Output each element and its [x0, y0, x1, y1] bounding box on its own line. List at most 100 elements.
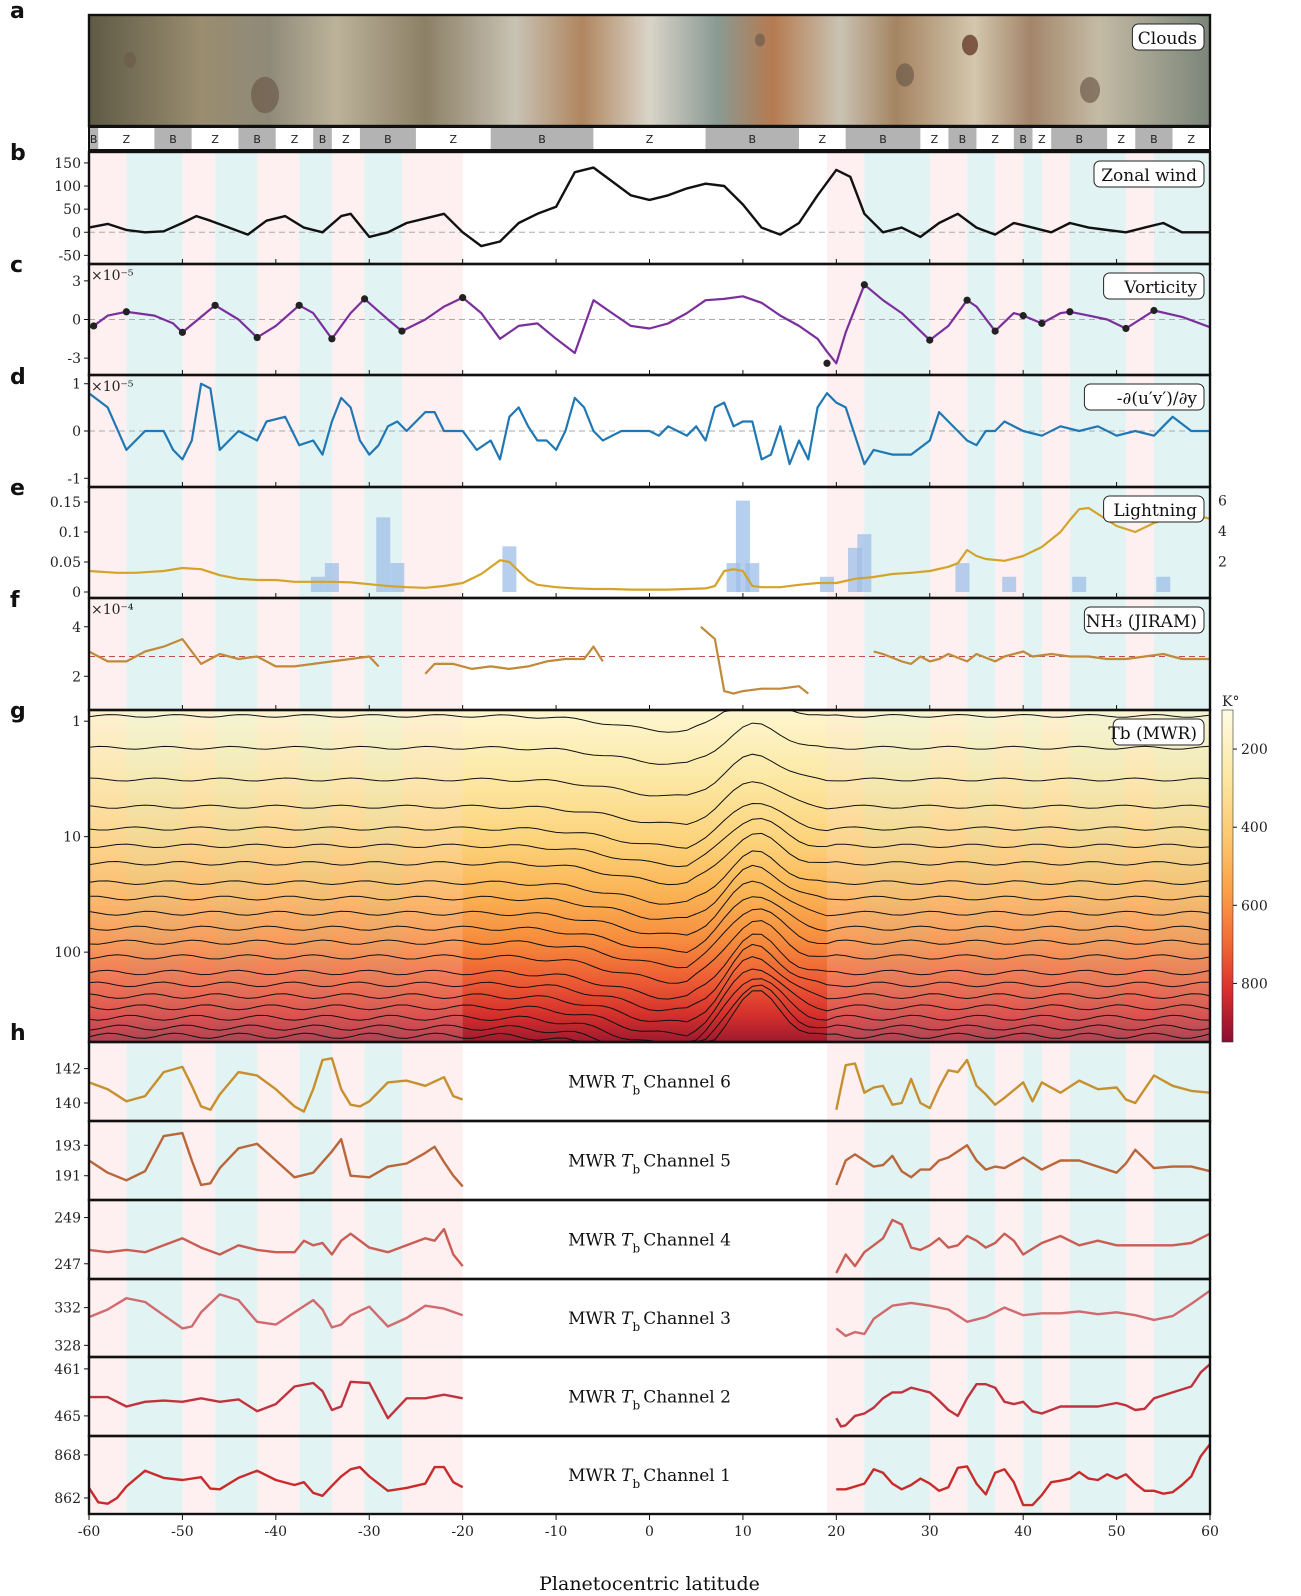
x-tick-label: 40 [1014, 1524, 1032, 1540]
vorticity-y-tick: -3 [67, 351, 81, 367]
panel-tag: Clouds [1138, 29, 1197, 49]
belt-zone-label: Z [1038, 133, 1046, 146]
band-pink [1125, 710, 1154, 1042]
x-tick-label: -30 [358, 1524, 381, 1540]
ch6-line-segment [88, 1057, 464, 1113]
lightning-y-tick: 0.15 [50, 495, 81, 511]
band-cyan [1069, 710, 1126, 1042]
lightning-bar [955, 563, 970, 592]
belt-zone-cell [154, 127, 192, 150]
tb-contour [88, 880, 1211, 936]
ch2-line-segment [835, 1363, 1211, 1428]
lightning-bar [502, 546, 517, 592]
belt-zone-cell [1013, 127, 1033, 150]
vorticity-extremum-dot [1122, 324, 1130, 333]
belt-zone-label: Z [931, 133, 939, 146]
x-tick-label: -60 [78, 1524, 101, 1540]
belt-zone-cell [89, 127, 99, 150]
ch1-line-segment [836, 1443, 1211, 1507]
vorticity-extremum-dot [360, 295, 369, 303]
colorbar-tick: 200 [1241, 742, 1268, 758]
ch3-y-tick: 328 [54, 1338, 81, 1354]
x-tick-label: 20 [827, 1524, 845, 1540]
tb-contour [88, 781, 1211, 826]
belt-zone-label: Z [211, 133, 219, 146]
ch2-y-tick: 465 [54, 1409, 81, 1425]
belt-zone-label: Z [1188, 133, 1196, 146]
tb-contour [88, 943, 1210, 1012]
panel-frame-clouds [87, 13, 1212, 128]
panel-label-g: g [10, 699, 26, 724]
band-pink [826, 710, 865, 1042]
belt-zone-cell [331, 127, 360, 150]
vorticity-extremum-dot [253, 333, 261, 342]
lightning-bar [819, 576, 834, 592]
lightning-bar [1072, 576, 1087, 592]
ch1-y-tick: 868 [54, 1448, 81, 1464]
panel-label-e: e [10, 476, 25, 501]
belt-zone-label: B [90, 133, 98, 146]
cloud-vortex [755, 33, 765, 47]
channel-center-blank [462, 1121, 827, 1200]
panel-label-d: d [10, 365, 26, 390]
belt-zone-cell [275, 127, 314, 150]
lightning-y2-tick: 2 [1218, 555, 1227, 571]
ch3-line-segment [835, 1289, 1211, 1338]
belt-zone-cell [238, 127, 276, 150]
band-cyan [364, 710, 402, 1042]
tb-y-tick: 10 [63, 830, 81, 846]
belt-zone-label: Z [342, 133, 350, 146]
tb-contour [88, 896, 1211, 954]
belt-zone-cell [845, 127, 921, 150]
x-tick-label: -40 [265, 1524, 288, 1540]
panel-tag: Lightning [1113, 501, 1197, 521]
tb-y-tick: 100 [54, 945, 81, 961]
wind-y-tick: 50 [63, 202, 81, 218]
nh3-line-segment [873, 650, 1210, 665]
belt-zone-label: Z [991, 133, 999, 146]
tb-contour [88, 968, 1211, 1037]
zonal-wind-line [88, 166, 1210, 248]
lightning-tag: Lightning [1103, 495, 1205, 523]
vorticity-extremum-dot [90, 322, 98, 330]
vorticity-extremum-dot [1019, 312, 1027, 320]
legend-box [1103, 495, 1205, 523]
band-pink [331, 710, 365, 1042]
band-pink [257, 710, 300, 1042]
ch6-y-tick: 142 [54, 1062, 81, 1078]
band-pink [929, 710, 968, 1042]
band-cyan [299, 710, 332, 1042]
panel-label-f: f [10, 588, 20, 613]
eddy-y-tick: 1 [72, 377, 81, 393]
band-cyan [1023, 710, 1042, 1042]
lightning-y-tick: 0 [72, 585, 81, 601]
x-tick-label: -50 [171, 1524, 194, 1540]
lightning-y2-tick: 6 [1218, 494, 1227, 510]
band-pink [89, 710, 127, 1042]
panel-label-c: c [10, 253, 23, 278]
x-tick-label: 10 [734, 1524, 752, 1540]
clouds-tag: Clouds [1131, 23, 1205, 51]
band-cyan [967, 710, 996, 1042]
belt-zone-cell [1051, 127, 1108, 150]
channel-center-blank [462, 1279, 827, 1357]
channel-center-blank [462, 1436, 827, 1514]
belt-zone-cell [593, 127, 706, 150]
eddy-multiplier: ×10⁻⁵ [91, 379, 134, 395]
vorticity-extremum-dot [211, 301, 219, 309]
lightning-bar [324, 563, 339, 592]
vorticity-tag: Vorticity [1103, 272, 1205, 300]
vorticity-extremum-dot [398, 327, 406, 335]
belt-zone-label: Z [450, 133, 458, 146]
tb-contour [88, 978, 1211, 1043]
vorticity-extremum-dot [823, 359, 831, 367]
ch5-line-segment [835, 1144, 1211, 1186]
colorbar-tick: 600 [1241, 898, 1268, 914]
band-cyan [126, 710, 183, 1042]
legend-box [1112, 718, 1205, 746]
panel-frames: -60 -50 -40 -30 -20 -10 0 10 20 30 40 50 60 Planetoce… [78, 13, 1219, 1595]
belt-zone-cell [798, 127, 846, 150]
channel-center-blank [462, 1200, 827, 1279]
eddy-flux-line [88, 382, 1210, 466]
panel-label-b: b [10, 141, 26, 166]
